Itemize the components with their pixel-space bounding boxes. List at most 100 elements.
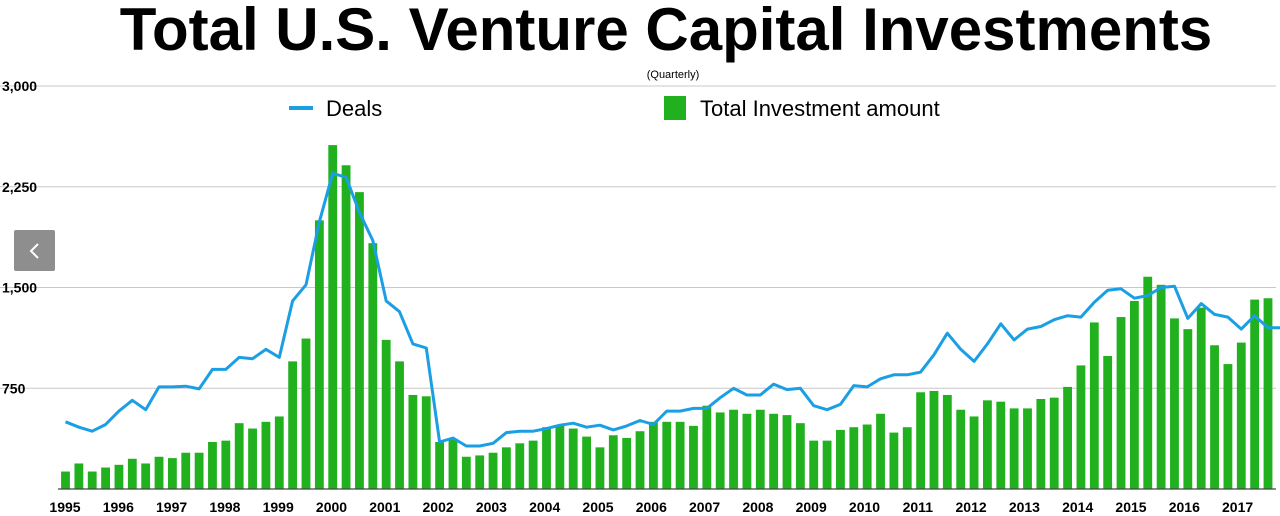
legend: Deals Total Investment amount <box>289 96 940 121</box>
investment-bar <box>408 394 418 489</box>
x-tick-label: 2009 <box>796 499 827 515</box>
deals-line <box>64 171 1280 448</box>
x-tick-label: 2006 <box>636 499 667 515</box>
investment-bar <box>1129 300 1139 489</box>
investment-bar <box>1009 408 1019 489</box>
y-axis-ticks: 750 1,500 2,250 3,000 <box>2 78 37 396</box>
investment-bar <box>1156 284 1166 489</box>
investment-bar <box>662 421 672 489</box>
investment-bar <box>421 396 431 489</box>
investment-bar <box>702 405 712 489</box>
investment-bar <box>1236 342 1246 489</box>
investment-bar <box>916 392 926 489</box>
x-tick-label: 2013 <box>1009 499 1040 515</box>
investment-bar <box>234 423 244 489</box>
chevron-left-icon <box>29 242 39 259</box>
investment-bar <box>61 471 70 489</box>
investment-bar <box>595 447 605 489</box>
x-tick-label: 2015 <box>1115 499 1146 515</box>
investment-bar <box>782 415 792 489</box>
x-tick-label: 2016 <box>1169 499 1200 515</box>
investment-bar <box>314 220 324 490</box>
y-tick-label: 2,250 <box>2 179 37 195</box>
investment-bar <box>729 409 738 489</box>
investment-bar <box>488 452 498 489</box>
investment-bar <box>809 440 819 489</box>
investment-bar <box>1223 364 1233 489</box>
investment-bar <box>395 361 404 489</box>
y-tick-label: 1,500 <box>2 280 37 296</box>
x-tick-label: 2011 <box>903 499 934 515</box>
investment-bar <box>114 464 124 489</box>
x-tick-label: 2001 <box>369 499 400 515</box>
investment-bar <box>689 425 698 489</box>
investment-bar <box>194 452 204 489</box>
x-tick-label: 1999 <box>263 499 294 515</box>
investment-bar <box>355 192 364 489</box>
investment-bar <box>755 409 765 489</box>
investment-bar <box>608 435 618 489</box>
investment-bar <box>862 424 872 489</box>
investment-bar <box>328 145 338 489</box>
investment-bar <box>248 428 257 489</box>
investment-bar <box>1210 345 1219 489</box>
investment-bar <box>836 429 845 489</box>
chart-subtitle: (Quarterly) <box>647 69 700 81</box>
legend-deals-label: Deals <box>326 96 382 121</box>
previous-slide-button[interactable] <box>14 230 55 271</box>
investment-bar <box>568 428 578 489</box>
investment-bar <box>74 463 84 489</box>
y-tick-label: 3,000 <box>2 78 37 94</box>
investment-bar <box>1063 386 1072 489</box>
investment-bar <box>368 243 378 489</box>
x-tick-label: 1996 <box>103 499 134 515</box>
investment-bar <box>261 421 271 489</box>
x-tick-label: 2000 <box>316 499 347 515</box>
x-tick-label: 2012 <box>956 499 987 515</box>
investment-bar <box>1263 298 1273 489</box>
x-tick-label: 2005 <box>582 499 613 515</box>
x-tick-label: 2014 <box>1062 499 1093 515</box>
investment-bar <box>1103 356 1113 489</box>
investment-bar <box>475 455 485 489</box>
investment-bar <box>1089 322 1099 489</box>
x-tick-label: 2010 <box>849 499 880 515</box>
investment-bar <box>381 339 391 489</box>
investment-bar <box>742 413 752 489</box>
x-tick-label: 2017 <box>1222 499 1253 515</box>
investment-bar <box>1116 317 1126 489</box>
deals-series-line <box>64 171 1280 448</box>
investment-bar <box>448 439 458 489</box>
investment-bar <box>1023 408 1032 489</box>
investment-bar <box>435 441 445 489</box>
investment-bar <box>1036 398 1046 489</box>
investment-bar <box>983 400 992 489</box>
investment-bar <box>1183 329 1193 489</box>
x-tick-label: 2008 <box>742 499 773 515</box>
investment-bar <box>822 440 832 489</box>
investment-bar <box>515 443 525 489</box>
investment-bar <box>876 413 885 489</box>
investment-bar <box>889 432 899 489</box>
investment-bar <box>902 427 912 489</box>
x-tick-label: 1995 <box>49 499 80 515</box>
investment-bar <box>502 447 511 489</box>
investment-bar <box>221 440 231 489</box>
investment-bar <box>274 416 284 489</box>
investment-bar <box>288 361 298 489</box>
investment-bar <box>582 436 591 489</box>
x-tick-label: 2002 <box>423 499 454 515</box>
x-tick-label: 2004 <box>529 499 560 515</box>
investment-bar <box>1250 299 1260 489</box>
investment-bar <box>461 456 471 489</box>
investment-bar <box>715 412 725 489</box>
legend-investment-swatch <box>664 96 686 120</box>
investment-bar <box>675 421 685 489</box>
gridlines <box>0 85 1276 389</box>
investment-bar <box>648 421 658 489</box>
legend-investment-label: Total Investment amount <box>700 96 940 121</box>
investment-bar <box>1196 307 1206 489</box>
investment-bar <box>956 409 966 489</box>
x-tick-label: 2007 <box>689 499 720 515</box>
x-tick-label: 1998 <box>209 499 240 515</box>
